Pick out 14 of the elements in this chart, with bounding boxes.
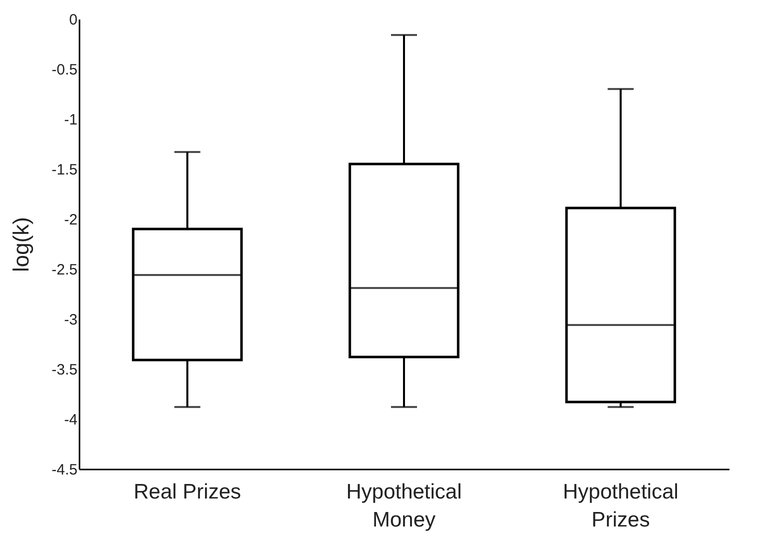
x-tick-label: Hypothetical Money [346, 480, 462, 532]
y-tick-label: -3 [64, 312, 78, 328]
y-tick-label: -4 [64, 412, 78, 428]
y-tick-label: -2 [64, 212, 78, 228]
y-tick-label: -3.5 [52, 362, 78, 378]
x-tick-label: Hypothetical Prizes [562, 480, 678, 532]
y-tick-label: -4.5 [52, 462, 78, 478]
y-tick-label: -1 [64, 112, 78, 128]
y-axis-title: log(k) [8, 216, 34, 272]
y-tick-label: 0 [69, 12, 78, 28]
x-tick-label: Real Prizes [134, 480, 242, 504]
y-tick-label: -2.5 [52, 262, 78, 278]
y-tick-label: -0.5 [52, 62, 78, 78]
y-tick-label: -1.5 [52, 162, 78, 178]
